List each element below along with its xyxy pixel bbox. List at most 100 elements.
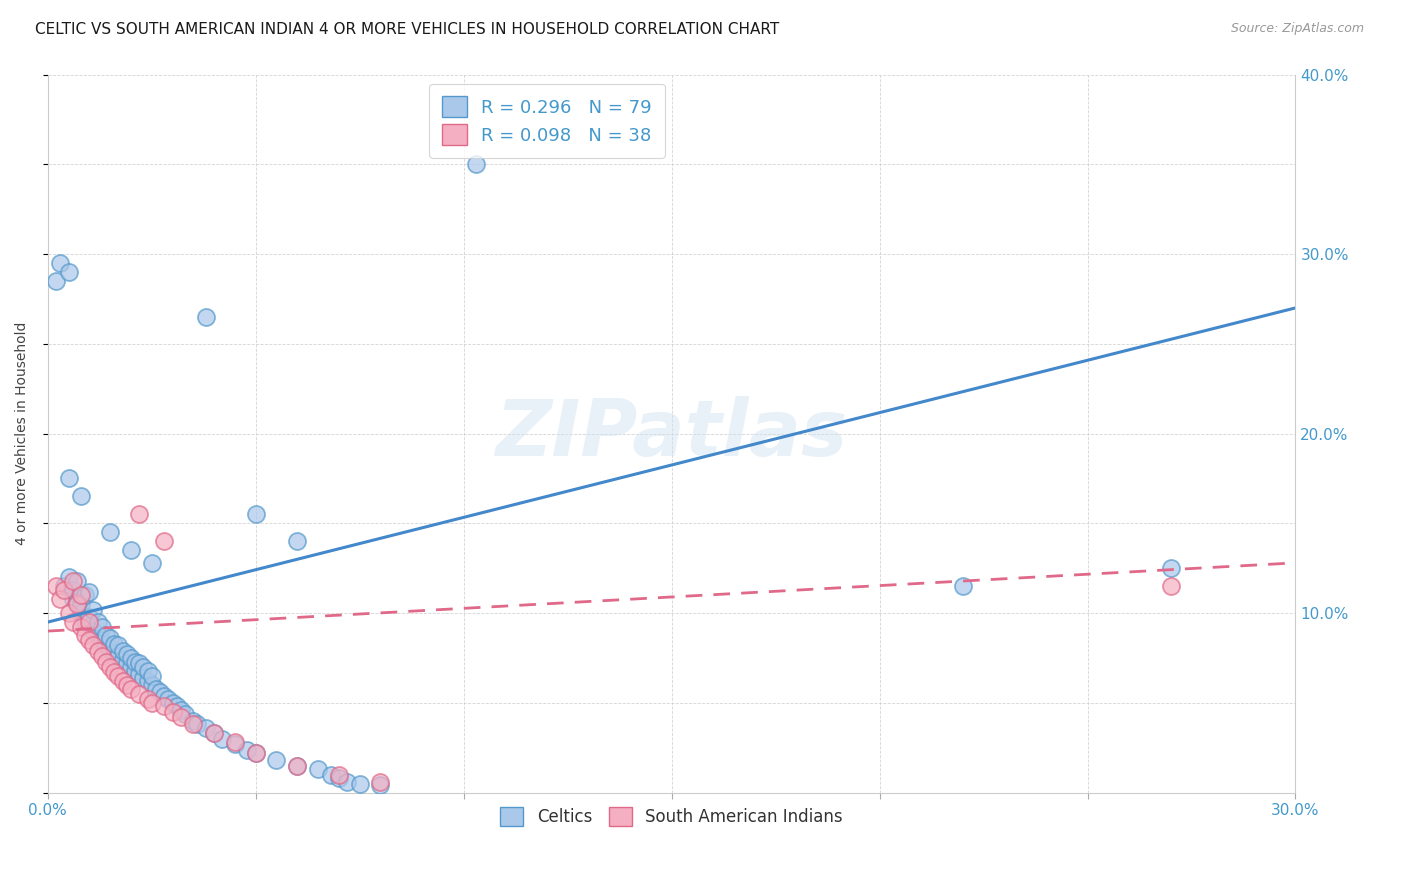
Point	[120, 543, 142, 558]
Point	[75, 588, 97, 602]
Point	[157, 692, 180, 706]
Point	[62, 582, 84, 597]
Point	[153, 699, 176, 714]
Point	[186, 717, 208, 731]
Point	[103, 646, 125, 660]
Legend: Celtics, South American Indians: Celtics, South American Indians	[492, 798, 852, 835]
Point	[58, 570, 80, 584]
Point	[70, 588, 93, 602]
Point	[136, 692, 159, 706]
Point	[45, 274, 67, 288]
Point	[111, 674, 134, 689]
Point	[107, 649, 129, 664]
Point	[153, 534, 176, 549]
Point	[328, 772, 350, 786]
Point	[115, 648, 138, 662]
Point	[86, 615, 108, 629]
Point	[162, 705, 184, 719]
Point	[211, 731, 233, 746]
Point	[75, 628, 97, 642]
Point	[58, 606, 80, 620]
Point	[132, 660, 155, 674]
Y-axis label: 4 or more Vehicles in Household: 4 or more Vehicles in Household	[15, 322, 30, 545]
Point	[90, 620, 112, 634]
Point	[103, 637, 125, 651]
Point	[98, 632, 121, 646]
Point	[194, 721, 217, 735]
Point	[70, 490, 93, 504]
Point	[202, 726, 225, 740]
Point	[336, 775, 359, 789]
Point	[115, 657, 138, 671]
Point	[120, 660, 142, 674]
Point	[66, 595, 89, 609]
Point	[181, 714, 204, 728]
Text: Source: ZipAtlas.com: Source: ZipAtlas.com	[1230, 22, 1364, 36]
Point	[83, 602, 105, 616]
Point	[98, 660, 121, 674]
Point	[285, 758, 308, 772]
Point	[86, 628, 108, 642]
Point	[245, 746, 267, 760]
Point	[79, 615, 101, 629]
Point	[120, 681, 142, 696]
Point	[145, 681, 167, 696]
Point	[141, 678, 163, 692]
Point	[149, 685, 172, 699]
Point	[58, 471, 80, 485]
Point	[70, 606, 93, 620]
Point	[58, 265, 80, 279]
Point	[79, 584, 101, 599]
Text: CELTIC VS SOUTH AMERICAN INDIAN 4 OR MORE VEHICLES IN HOUSEHOLD CORRELATION CHAR: CELTIC VS SOUTH AMERICAN INDIAN 4 OR MOR…	[35, 22, 779, 37]
Point	[236, 742, 259, 756]
Point	[245, 508, 267, 522]
Point	[124, 655, 146, 669]
Point	[45, 579, 67, 593]
Point	[170, 703, 193, 717]
Point	[107, 669, 129, 683]
Point	[94, 628, 117, 642]
Point	[266, 753, 288, 767]
Point	[120, 651, 142, 665]
Point	[83, 639, 105, 653]
Point	[66, 574, 89, 588]
Point	[49, 256, 72, 270]
Point	[285, 534, 308, 549]
Point	[94, 639, 117, 653]
Point	[98, 642, 121, 657]
Point	[245, 746, 267, 760]
Point	[70, 620, 93, 634]
Point	[166, 699, 188, 714]
Point	[90, 633, 112, 648]
Point	[328, 767, 350, 781]
Point	[79, 609, 101, 624]
Point	[128, 687, 150, 701]
Point	[53, 582, 76, 597]
Point	[111, 653, 134, 667]
Point	[170, 710, 193, 724]
Point	[141, 696, 163, 710]
Point	[174, 706, 197, 721]
Point	[128, 508, 150, 522]
Point	[224, 735, 246, 749]
Point	[128, 667, 150, 681]
Point	[62, 615, 84, 629]
Point	[1160, 579, 1182, 593]
Point	[94, 655, 117, 669]
Point	[194, 310, 217, 324]
Point	[465, 157, 488, 171]
Text: ZIPatlas: ZIPatlas	[495, 395, 848, 472]
Point	[952, 579, 974, 593]
Point	[285, 758, 308, 772]
Point	[132, 671, 155, 685]
Point	[90, 649, 112, 664]
Point	[70, 597, 93, 611]
Point	[75, 615, 97, 629]
Point	[79, 633, 101, 648]
Point	[62, 591, 84, 606]
Point	[370, 775, 392, 789]
Point	[370, 779, 392, 793]
Point	[349, 777, 371, 791]
Point	[162, 696, 184, 710]
Point	[319, 767, 342, 781]
